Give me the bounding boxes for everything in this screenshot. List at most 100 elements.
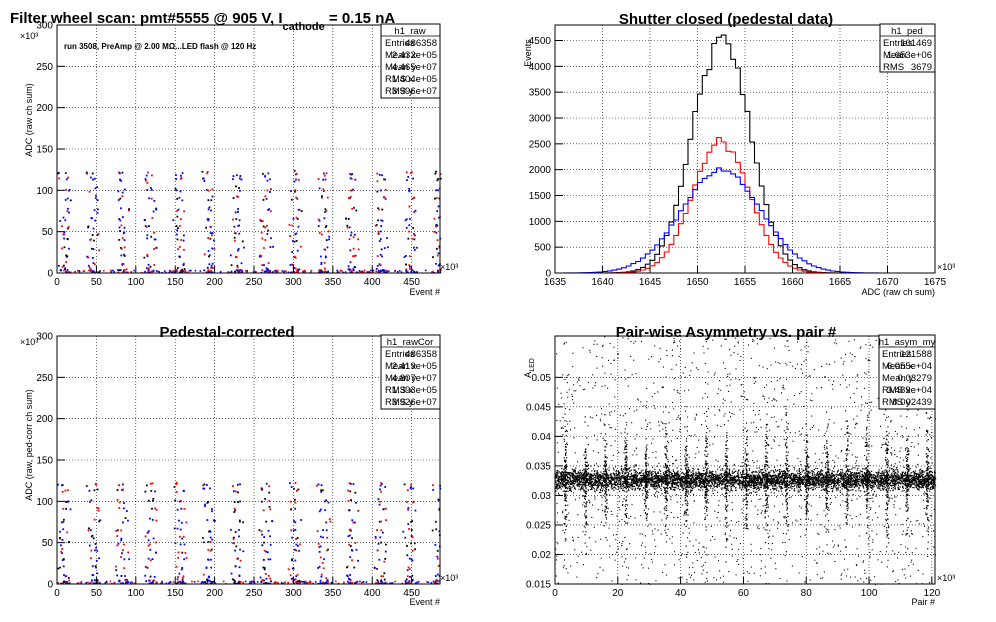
data-point <box>414 509 417 512</box>
data-point <box>743 484 745 486</box>
data-point <box>176 508 179 511</box>
data-point <box>298 582 301 584</box>
data-point <box>406 569 409 572</box>
data-point <box>438 245 441 248</box>
data-point <box>839 486 841 488</box>
data-point <box>836 489 838 492</box>
data-point <box>655 474 657 476</box>
data-point <box>439 173 442 175</box>
data-point <box>700 486 702 488</box>
data-point <box>87 581 89 584</box>
data-point <box>236 266 239 269</box>
data-point <box>59 220 62 222</box>
data-point <box>124 575 126 577</box>
data-point <box>819 479 821 481</box>
data-point <box>878 472 880 474</box>
data-point <box>403 483 406 486</box>
data-point <box>853 476 856 478</box>
data-point <box>780 475 782 477</box>
data-point <box>67 500 70 503</box>
data-point <box>612 483 614 485</box>
data-point <box>183 558 186 561</box>
data-point <box>634 480 636 482</box>
data-point <box>850 472 852 474</box>
data-point <box>615 480 617 482</box>
data-point <box>326 536 329 539</box>
data-point <box>725 475 727 477</box>
data-point <box>238 519 241 522</box>
panel-asym-title: Pair-wise Asymmetry vs. pair # <box>616 324 837 341</box>
data-point <box>404 219 407 222</box>
data-point <box>714 476 716 478</box>
data-point <box>864 491 866 493</box>
data-point <box>175 178 178 180</box>
data-point <box>237 210 239 213</box>
data-point <box>57 264 60 267</box>
data-point <box>404 536 407 539</box>
data-point <box>701 478 703 480</box>
data-point <box>239 175 242 177</box>
data-point <box>704 479 707 481</box>
data-point <box>650 483 652 486</box>
data-point <box>830 480 833 482</box>
data-point <box>818 475 820 478</box>
data-point <box>296 537 299 539</box>
data-point <box>262 509 265 512</box>
data-point <box>717 476 719 479</box>
data-point <box>676 480 679 482</box>
data-point <box>878 483 880 485</box>
data-point <box>824 478 826 480</box>
data-point <box>129 581 132 584</box>
data-point <box>730 480 732 482</box>
data-point <box>175 233 178 236</box>
data-point <box>863 482 865 485</box>
data-point <box>625 471 627 473</box>
data-point <box>692 482 694 485</box>
data-point <box>263 541 265 544</box>
data-point <box>627 475 629 477</box>
data-point <box>846 477 848 479</box>
data-point <box>268 485 271 488</box>
data-point <box>648 471 650 473</box>
data-point <box>672 486 674 488</box>
data-point <box>599 480 601 482</box>
data-point <box>836 471 839 473</box>
data-point <box>691 480 694 482</box>
data-point <box>415 246 418 249</box>
data-point <box>681 486 683 488</box>
data-point <box>414 582 417 585</box>
data-point <box>354 582 357 585</box>
data-point <box>737 471 739 473</box>
data-point <box>782 478 784 480</box>
data-point <box>289 574 292 577</box>
data-point <box>718 484 721 486</box>
data-point <box>877 476 879 478</box>
data-point <box>434 197 436 200</box>
data-point <box>405 179 408 181</box>
data-point <box>877 471 879 473</box>
data-point <box>254 271 257 273</box>
raw-x-label: Event # <box>409 287 440 297</box>
data-point <box>908 483 910 485</box>
data-point <box>349 189 352 192</box>
data-point <box>238 187 240 189</box>
data-point <box>928 470 931 473</box>
data-point <box>120 179 123 182</box>
data-point <box>629 482 631 484</box>
data-point <box>869 474 871 476</box>
data-point <box>791 481 793 484</box>
data-point <box>882 478 884 481</box>
data-point <box>95 483 98 486</box>
data-point <box>357 248 360 251</box>
data-point <box>209 540 212 543</box>
data-point <box>269 577 272 580</box>
data-point <box>931 479 933 481</box>
data-point <box>378 520 381 523</box>
data-point <box>814 488 817 490</box>
data-point <box>172 219 175 222</box>
data-point <box>93 271 96 274</box>
data-point <box>699 474 701 476</box>
data-point <box>642 479 644 481</box>
data-point <box>793 468 796 470</box>
